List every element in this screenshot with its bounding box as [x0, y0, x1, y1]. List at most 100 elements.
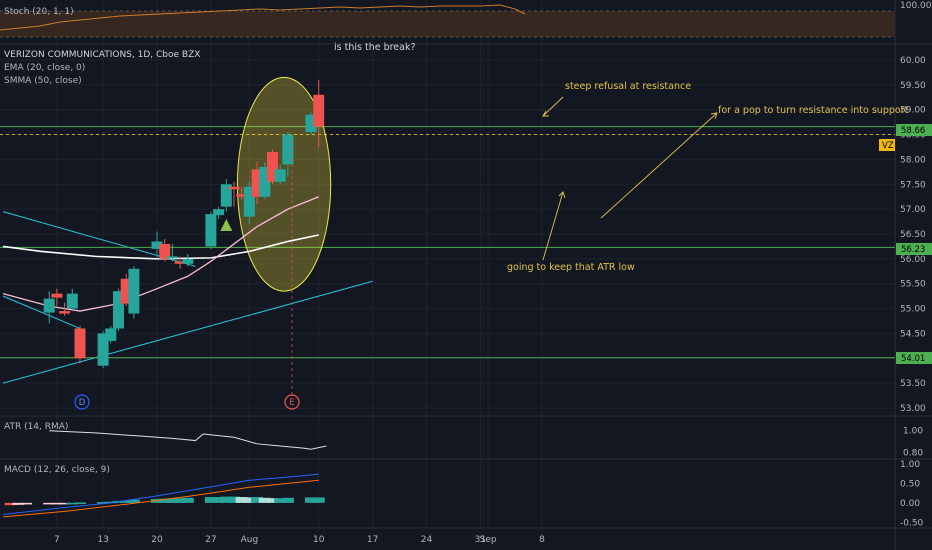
- macd-histogram-bar: [243, 497, 256, 503]
- candle-body: [274, 169, 286, 182]
- time-tick-label: 10: [313, 535, 325, 545]
- atr-tick-label: 0.80: [903, 449, 923, 459]
- arrow-atr: [542, 191, 564, 261]
- candle: [213, 206, 225, 220]
- stoch-pane: Stoch (20, 1, 1) 100.00: [0, 1, 932, 38]
- macd-histogram-bar: [66, 502, 79, 505]
- ema-label: EMA (20, close, 0): [4, 63, 85, 73]
- symbol-tag: VZ: [879, 139, 895, 151]
- macd-tick-label: 0.00: [900, 499, 920, 509]
- price-tick-label: 57.50: [900, 180, 926, 190]
- candle-body: [305, 114, 317, 133]
- candle-body: [205, 214, 217, 247]
- candle-body: [159, 243, 171, 259]
- price-tick-label: 55.50: [900, 280, 926, 290]
- macd-tick-label: -0.50: [900, 518, 924, 528]
- macd-pane: 1.00 0.50 0.00 -0.50: [2, 460, 924, 528]
- price-tag-support: 54.01: [896, 352, 932, 364]
- time-tick-label: 24: [421, 535, 433, 545]
- symbol-tag-text: VZ: [882, 141, 894, 151]
- candle-body: [267, 151, 278, 182]
- price-tag-resist-text: 56.23: [901, 245, 925, 255]
- price-tick-label: 56.50: [900, 230, 926, 240]
- candle-body: [182, 258, 194, 264]
- macd-histogram-bar: [12, 502, 25, 505]
- macd-histogram-bar: [4, 502, 17, 506]
- candle: [220, 179, 232, 212]
- macd-histogram-bar: [204, 497, 217, 503]
- annotation-refusal: steep refusal at resistance: [565, 81, 691, 92]
- macd-histogram-bar: [251, 497, 264, 503]
- candle: [267, 149, 278, 185]
- arrow-pop: [600, 112, 718, 219]
- candle: [59, 302, 71, 317]
- candle-body: [66, 293, 78, 309]
- candle: [243, 181, 255, 225]
- atr-pane: 1.00 0.80: [49, 427, 923, 459]
- price-tick-label: 58.00: [900, 155, 926, 165]
- ema-line: [2, 196, 319, 312]
- time-tick-label: Aug: [241, 535, 259, 545]
- macd-histogram-bar: [74, 502, 86, 504]
- candle: [74, 325, 86, 364]
- price-tick-label: 59.50: [900, 81, 926, 91]
- price-tag-resist: 56.23: [896, 243, 932, 255]
- macd-histogram-bar: [20, 502, 33, 505]
- dividend-letter: D: [79, 398, 86, 408]
- macd-histogram-bar: [235, 497, 248, 503]
- candle: [51, 288, 63, 307]
- smma-line: [2, 234, 319, 260]
- candle-body: [259, 166, 271, 197]
- candle: [128, 266, 140, 319]
- candle-body: [97, 333, 109, 366]
- earnings-marker[interactable]: E: [284, 394, 300, 410]
- price-tick-label: 59.00: [900, 106, 926, 116]
- macd-histogram-bar: [97, 502, 110, 504]
- candle: [120, 273, 132, 307]
- macd-histogram-bar: [158, 498, 171, 503]
- candle-body: [151, 241, 163, 249]
- candle: [174, 256, 186, 269]
- moving-averages: [2, 196, 319, 312]
- candle: [274, 164, 286, 185]
- symbol-tag-bg: [879, 139, 895, 151]
- candle-body: [128, 268, 140, 314]
- macd-histogram-bar: [174, 498, 187, 503]
- candles: [43, 79, 325, 369]
- candle-body: [220, 184, 232, 207]
- macd-histogram-bar: [127, 499, 140, 503]
- macd-histogram-bar: [166, 498, 179, 503]
- time-tick-label: 20: [151, 535, 163, 545]
- stoch-band: [0, 11, 895, 37]
- main-title: VERIZON COMMUNICATIONS, 1D, Cboe BZX: [4, 50, 200, 60]
- candle-body: [51, 293, 63, 298]
- candle-body: [113, 291, 124, 329]
- stoch-label: Stoch (20, 1, 1): [4, 7, 74, 17]
- candle: [97, 330, 109, 369]
- dividend-marker[interactable]: D: [74, 394, 90, 410]
- time-tick-label: 8: [539, 535, 545, 545]
- candle: [282, 132, 294, 177]
- candle-body: [228, 186, 240, 190]
- macd-histogram-bar: [212, 497, 225, 503]
- price-tick-label: 55.00: [900, 305, 926, 315]
- macd-tick-label: 0.50: [900, 479, 920, 489]
- time-tick-label: 17: [367, 535, 378, 545]
- candle-body: [313, 94, 325, 127]
- price-tick-label: 53.50: [900, 379, 926, 389]
- candle: [236, 186, 248, 200]
- candle: [259, 161, 271, 200]
- earnings-circle: [284, 394, 300, 410]
- macd-histogram-bar: [58, 502, 71, 505]
- price-tick-label: 57.00: [900, 205, 926, 215]
- arrow-pop-head: [710, 112, 718, 120]
- candle: [159, 238, 171, 262]
- candle: [66, 288, 78, 312]
- candle-body: [43, 298, 55, 313]
- annotation-atr: going to keep that ATR low: [507, 262, 635, 273]
- time-tick-label: 27: [205, 535, 216, 545]
- price-tick-label: 56.00: [900, 255, 926, 265]
